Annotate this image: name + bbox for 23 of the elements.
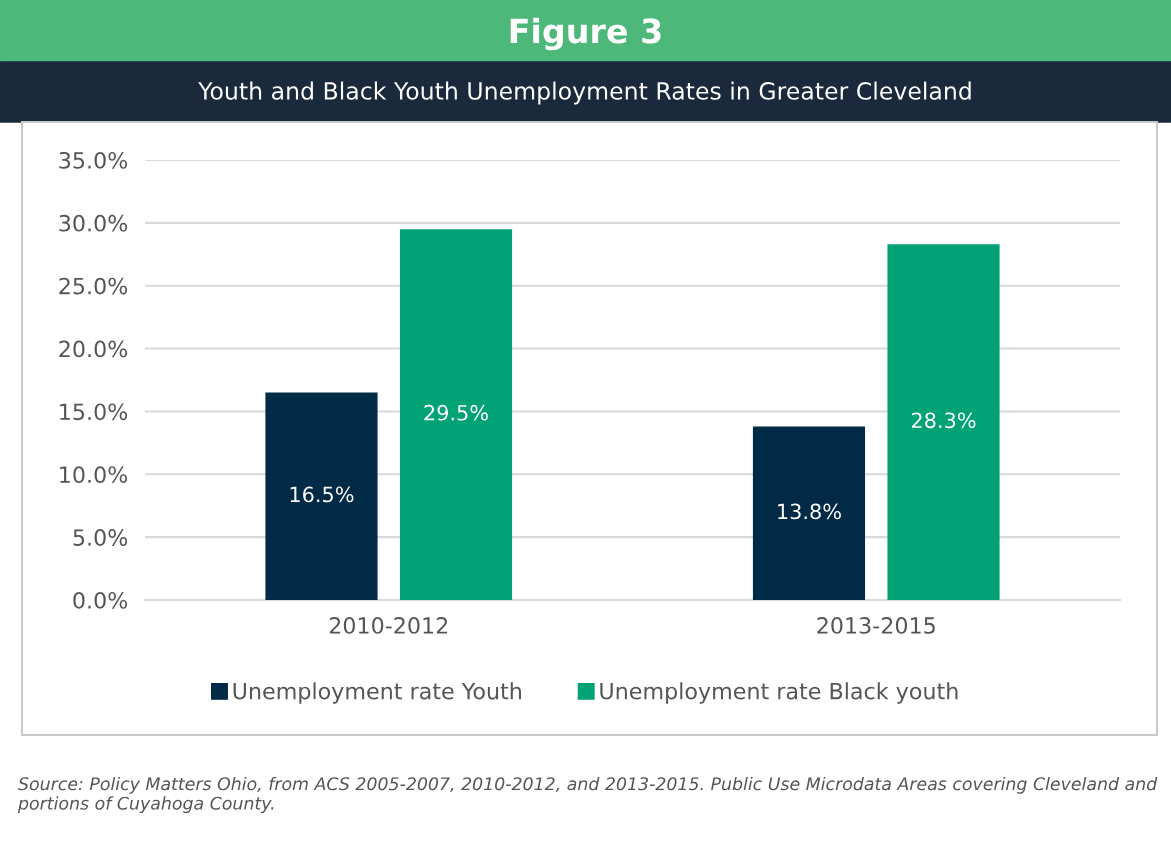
source-note: Source: Policy Matters Ohio, from ACS 2005-2007, 2010-2012, and 2013-2015. Public Use Microdata Areas covering Cleveland and portions of Cuyahoga County.: [17, 776, 1158, 814]
data-label: 28.3%: [911, 412, 976, 429]
y-tick-label: 0.0%: [73, 591, 128, 609]
bar: [265, 392, 378, 600]
y-tick-label: 25.0%: [59, 277, 128, 295]
data-label: 13.8%: [778, 503, 841, 520]
legend-label: Unemployment rate Youth: [233, 682, 521, 704]
y-tick-label: 35.0%: [59, 151, 128, 169]
y-tick-label: 5.0%: [73, 529, 128, 546]
x-tick-label: 2013-2015: [817, 617, 935, 634]
x-tick-label: 2010-2012: [329, 617, 448, 634]
y-tick-label: 20.0%: [59, 340, 128, 358]
y-tick-label: 15.0%: [60, 403, 128, 421]
bar: [887, 244, 1000, 600]
chart-subtitle: Youth and Black Youth Unemployment Rates in Greater Cleveland: [198, 81, 971, 105]
y-tick-label: 10.0%: [60, 466, 128, 484]
legend-label: Unemployment rate Black youth: [600, 682, 958, 704]
bar: [752, 426, 866, 600]
data-label: 16.5%: [290, 486, 354, 503]
data-label: 29.5%: [424, 404, 488, 421]
bar: [399, 229, 513, 600]
y-tick-label: 30.0%: [59, 214, 128, 232]
chart-title: Figure 3: [510, 17, 661, 51]
